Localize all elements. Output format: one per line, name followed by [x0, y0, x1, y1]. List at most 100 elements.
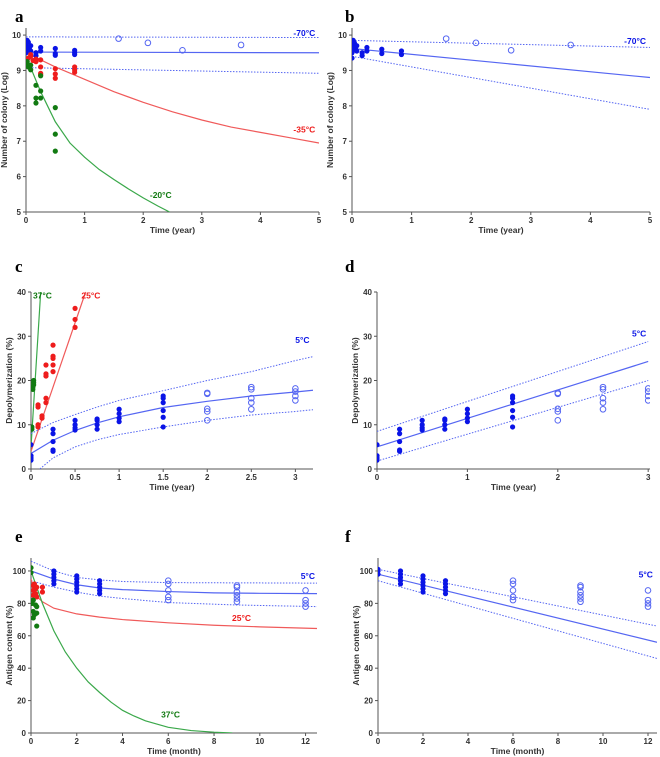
plot-area [31, 560, 317, 733]
confidence-line-blue [352, 55, 650, 110]
x-tick-label: 2 [556, 473, 561, 482]
data-point-red [39, 584, 46, 590]
y-tick-label: 10 [338, 31, 347, 40]
data-point-blue [419, 422, 425, 428]
data-point-red [72, 305, 78, 311]
x-tick-label: 1.5 [158, 473, 170, 482]
data-point-green [52, 131, 58, 137]
x-tick-label: 0 [350, 216, 355, 225]
data-point-green [34, 623, 40, 629]
data-point-blue [354, 48, 360, 54]
panel-label: b [345, 7, 354, 26]
y-axis-label: Antigen content (%) [4, 605, 14, 685]
fit-line-blue [352, 47, 650, 79]
data-point-blue [72, 422, 78, 428]
confidence-line-blue [26, 36, 319, 39]
x-tick-label: 3 [646, 473, 651, 482]
data-point-blue [377, 442, 380, 448]
data-point-blue-open [248, 386, 255, 393]
data-point-red [50, 369, 56, 375]
data-point-green [31, 565, 34, 571]
panel-a: a 0 1 2 3 4 5 5 6 7 8 9 10 Time (year) Number of colon… [0, 7, 322, 235]
y-tick-label: 40 [364, 664, 373, 673]
data-point-blue-open [237, 41, 245, 49]
data-point-blue [442, 422, 448, 428]
data-point-blue-open [509, 577, 517, 584]
y-tick-label: 7 [17, 137, 22, 146]
data-point-blue-open [577, 595, 584, 602]
data-point-blue [50, 438, 56, 445]
plot-area [377, 341, 650, 463]
data-point-red [72, 69, 78, 75]
data-point-blue-open [302, 603, 309, 610]
data-point-green [33, 95, 39, 101]
x-tick-label: 1 [465, 473, 470, 482]
data-point-red [33, 59, 39, 65]
data-point-blue-open [577, 598, 584, 606]
confidence-line-blue [39, 409, 313, 469]
data-point-red [38, 64, 44, 70]
confidence-line-blue [377, 341, 649, 432]
x-tick-label: 0 [376, 737, 381, 746]
confidence-line-blue [377, 380, 649, 462]
data-point-blue [116, 411, 122, 417]
data-point-blue [442, 578, 449, 584]
data-point-red [52, 66, 58, 72]
temperature-label: 25°C [232, 613, 251, 623]
temperature-label: 37°C [161, 710, 180, 720]
data-point-blue [160, 407, 166, 414]
x-tick-label: 6 [511, 737, 516, 746]
data-point-green [34, 610, 40, 616]
data-point-blue [28, 43, 34, 49]
y-tick-label: 10 [17, 421, 26, 430]
x-tick-label: 10 [599, 737, 608, 746]
y-tick-label: 8 [343, 102, 348, 111]
data-point-blue [94, 416, 100, 422]
y-tick-label: 40 [17, 664, 26, 673]
data-point-blue [116, 406, 122, 412]
y-tick-label: 5 [17, 208, 22, 217]
data-point-blue-open [164, 577, 172, 584]
data-point-blue-open [164, 580, 172, 588]
data-point-blue [160, 424, 166, 430]
data-point-blue [378, 566, 381, 572]
x-tick-label: 2 [469, 216, 474, 225]
data-point-blue [464, 406, 470, 412]
panel-label: a [15, 7, 24, 26]
y-tick-label: 6 [17, 173, 22, 182]
x-tick-label: 4 [120, 737, 125, 746]
data-point-blue [379, 46, 385, 52]
y-tick-label: 20 [363, 377, 372, 386]
x-tick-label: 8 [556, 737, 561, 746]
x-tick-label: 2 [141, 216, 146, 225]
data-point-blue [509, 414, 516, 420]
data-point-blue-open [248, 383, 255, 391]
data-point-blue-open [248, 399, 255, 406]
data-point-green [52, 148, 58, 154]
y-tick-label: 0 [368, 465, 373, 474]
data-point-blue-open [203, 405, 211, 413]
data-point-red [43, 371, 49, 377]
confidence-line-blue [31, 356, 313, 435]
data-point-red [50, 353, 56, 359]
data-point-blue-open [292, 392, 299, 400]
data-point-blue-open [507, 46, 515, 54]
data-point-blue-open [144, 39, 152, 47]
y-tick-label: 0 [22, 729, 27, 738]
x-tick-label: 2 [421, 737, 426, 746]
x-tick-label: 1 [117, 473, 122, 482]
data-point-blue-open [302, 600, 309, 607]
data-point-green [26, 59, 30, 65]
data-point-blue [160, 393, 166, 399]
data-point-blue [396, 438, 403, 445]
data-point-blue-open [302, 587, 309, 594]
data-point-blue-open [442, 35, 450, 42]
fit-line-green [31, 291, 42, 447]
y-axis-label: Depolymerization (%) [4, 337, 14, 424]
x-tick-label: 2 [205, 473, 210, 482]
data-point-blue-open [233, 595, 241, 602]
data-point-blue [509, 393, 516, 399]
data-point-blue [464, 415, 470, 421]
